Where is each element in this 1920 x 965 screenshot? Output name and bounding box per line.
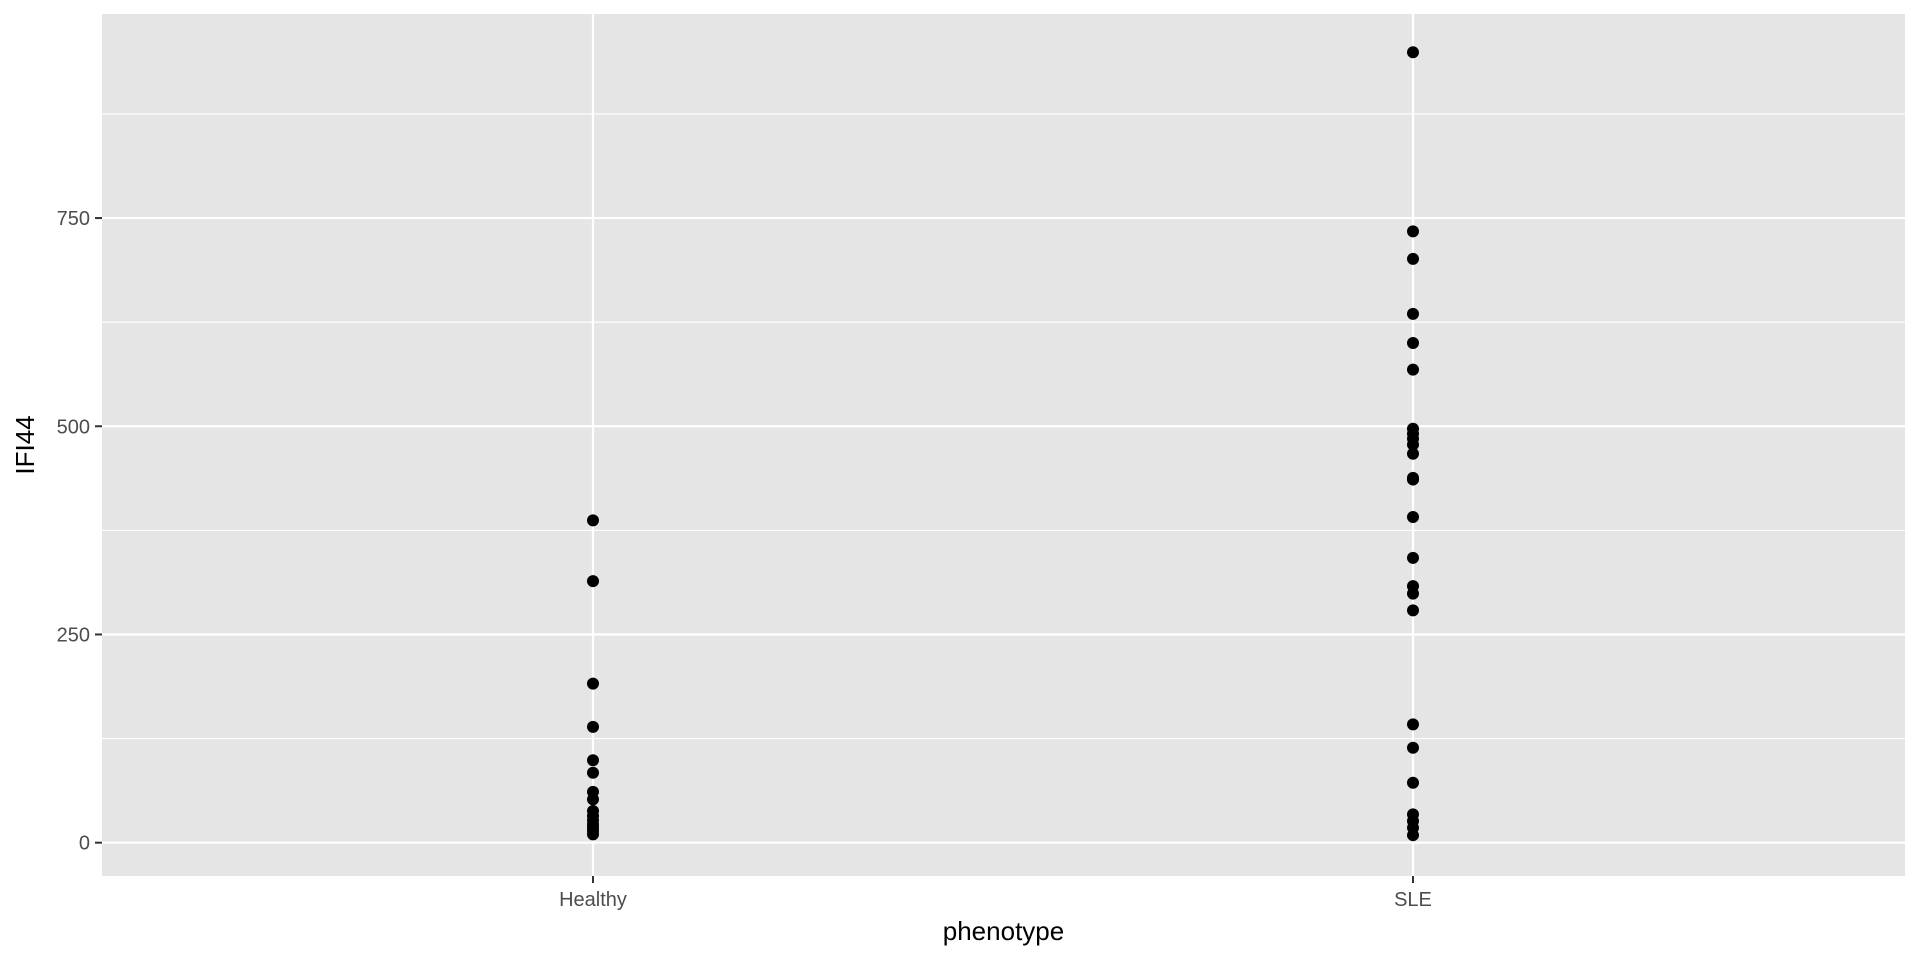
data-point <box>587 766 599 779</box>
data-point <box>1407 829 1419 842</box>
data-point <box>1407 473 1419 486</box>
grid-lines <box>102 14 1905 876</box>
data-point <box>1407 336 1419 349</box>
data-point <box>1407 307 1419 320</box>
data-point <box>587 720 599 733</box>
data-point <box>587 575 599 588</box>
y-tick-label: 250 <box>57 624 90 646</box>
y-tick-label: 750 <box>57 208 90 230</box>
y-tick-label: 0 <box>79 833 90 855</box>
data-point <box>1407 46 1419 59</box>
data-point <box>1407 363 1419 376</box>
data-point <box>1407 511 1419 524</box>
data-point <box>1407 587 1419 600</box>
data-point <box>1407 718 1419 731</box>
data-points <box>587 46 1419 842</box>
data-point <box>1407 438 1419 451</box>
plot-panel <box>102 14 1905 876</box>
data-point <box>1407 604 1419 617</box>
x-axis-title: phenotype <box>943 916 1064 946</box>
data-point <box>1407 252 1419 265</box>
x-tick-label: Healthy <box>559 889 627 911</box>
data-point <box>587 677 599 690</box>
axes: 0 250 500 750 Healthy SLE <box>57 208 1432 911</box>
x-tick-label: SLE <box>1394 889 1432 911</box>
data-point <box>587 514 599 527</box>
data-point <box>1407 741 1419 754</box>
data-point <box>1407 447 1419 460</box>
y-axis-title: IFI44 <box>10 415 40 474</box>
y-tick-label: 500 <box>57 416 90 438</box>
data-point <box>587 793 599 806</box>
data-point <box>1407 776 1419 789</box>
data-point <box>587 828 599 841</box>
data-point <box>587 754 599 767</box>
data-point <box>1407 551 1419 564</box>
data-point <box>1407 225 1419 238</box>
